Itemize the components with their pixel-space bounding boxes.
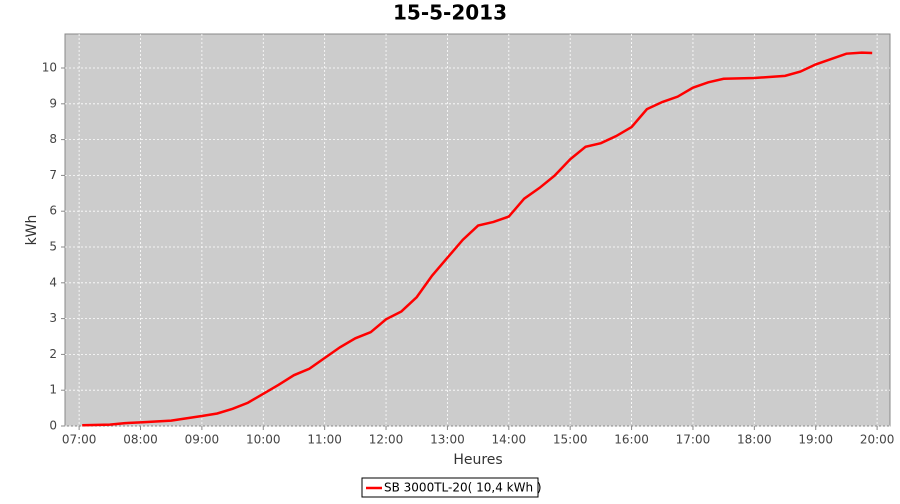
y-tick-label: 1 — [49, 383, 57, 397]
x-tick-label: 09:00 — [185, 433, 220, 447]
legend-label: SB 3000TL-20( 10,4 kWh ) — [384, 481, 542, 495]
x-tick-label: 14:00 — [492, 433, 527, 447]
y-axis-label: kWh — [24, 215, 40, 246]
y-tick-label: 3 — [49, 311, 57, 325]
y-tick-label: 6 — [49, 204, 57, 218]
x-tick-label: 16:00 — [614, 433, 649, 447]
x-tick-label: 17:00 — [676, 433, 711, 447]
x-tick-label: 13:00 — [430, 433, 465, 447]
x-tick-label: 07:00 — [62, 433, 97, 447]
x-tick-label: 20:00 — [860, 433, 895, 447]
y-tick-label: 9 — [49, 96, 57, 110]
plot-area — [64, 33, 891, 427]
y-tick-label: 5 — [49, 240, 57, 254]
y-tick-label: 8 — [49, 132, 57, 146]
x-tick-label: 10:00 — [246, 433, 281, 447]
y-tick-label: 10 — [42, 61, 57, 75]
x-tick-label: 18:00 — [737, 433, 772, 447]
x-tick-label: 15:00 — [553, 433, 588, 447]
x-tick-label: 19:00 — [798, 433, 833, 447]
y-tick-label: 2 — [49, 347, 57, 361]
legend-box — [361, 477, 539, 498]
y-tick-label: 4 — [49, 275, 57, 289]
line — [82, 51, 873, 427]
y-tick-label: 7 — [49, 168, 57, 182]
y-tick-label: 0 — [49, 419, 57, 433]
x-tick-label: 11:00 — [307, 433, 342, 447]
x-axis-label: Heures — [453, 452, 502, 468]
x-tick-label: 12:00 — [369, 433, 404, 447]
x-tick-label: 08:00 — [123, 433, 158, 447]
chart-title: 15-5-2013 — [393, 1, 507, 25]
